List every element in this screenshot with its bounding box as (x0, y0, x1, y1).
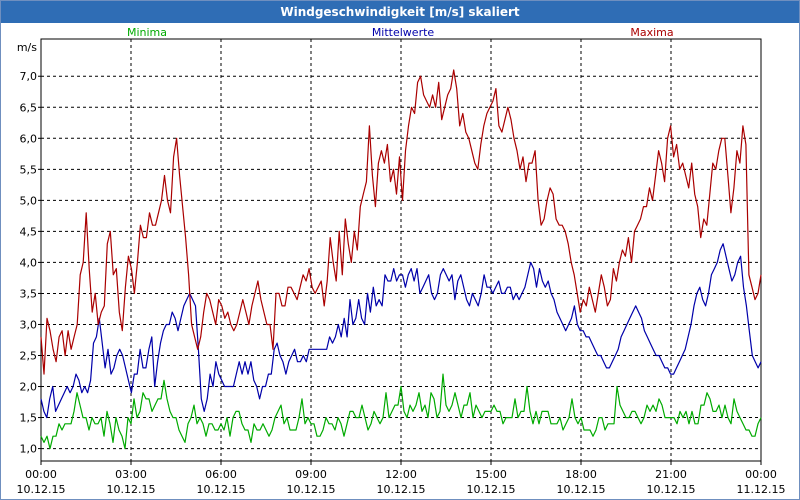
legend-minima: Minima (127, 26, 167, 39)
x-tick-time: 21:00 (655, 468, 687, 481)
x-tick-time: 00:00 (745, 468, 777, 481)
x-tick-date: 10.12.15 (467, 483, 516, 496)
x-tick-date: 10.12.15 (377, 483, 426, 496)
y-tick-label: 3,0 (20, 318, 38, 331)
y-tick-label: 3,5 (20, 287, 38, 300)
legend-maxima: Maxima (630, 26, 673, 39)
x-tick-time: 00:00 (25, 468, 57, 481)
y-axis-label: m/s (17, 41, 37, 54)
x-tick-time: 12:00 (385, 468, 417, 481)
series-line-mittelwerte (40, 243, 762, 419)
y-tick-label: 6,0 (20, 132, 38, 145)
x-tick-date: 10.12.15 (17, 483, 66, 496)
series-line-minima (40, 373, 762, 450)
y-tick-label: 6,5 (20, 101, 38, 114)
y-tick-label: 1,0 (20, 443, 38, 456)
x-tick-time: 15:00 (475, 468, 507, 481)
x-tick-date: 11.12.15 (737, 483, 786, 496)
x-tick-time: 18:00 (565, 468, 597, 481)
line-chart: 1,0 1,5 2,0 2,5 3,0 3,5 4,0 4,5 5,0 5,5 6,0 6,5 7,0 0… (17, 26, 786, 496)
x-tick-time: 06:00 (205, 468, 237, 481)
legend-mittelwerte: Mittelwerte (372, 26, 435, 39)
y-tick-label: 1,5 (20, 412, 38, 425)
x-tick-time: 03:00 (115, 468, 147, 481)
y-tick-label: 5,5 (20, 163, 38, 176)
y-tick-label: 2,0 (20, 381, 38, 394)
y-tick-label: 4,0 (20, 256, 38, 269)
x-tick-date: 10.12.15 (107, 483, 156, 496)
y-tick-label: 5,0 (20, 194, 38, 207)
x-tick-time: 09:00 (295, 468, 327, 481)
x-tick-date: 10.12.15 (647, 483, 696, 496)
y-tick-label: 7,0 (20, 70, 38, 83)
y-tick-label: 4,5 (20, 225, 38, 238)
x-tick-date: 10.12.15 (557, 483, 606, 496)
x-tick-date: 10.12.15 (287, 483, 336, 496)
window-title: Windgeschwindigkeit [m/s] skaliert (1, 1, 799, 23)
x-tick-date: 10.12.15 (197, 483, 246, 496)
series-line-maxima (40, 69, 762, 375)
y-tick-label: 2,5 (20, 350, 38, 363)
